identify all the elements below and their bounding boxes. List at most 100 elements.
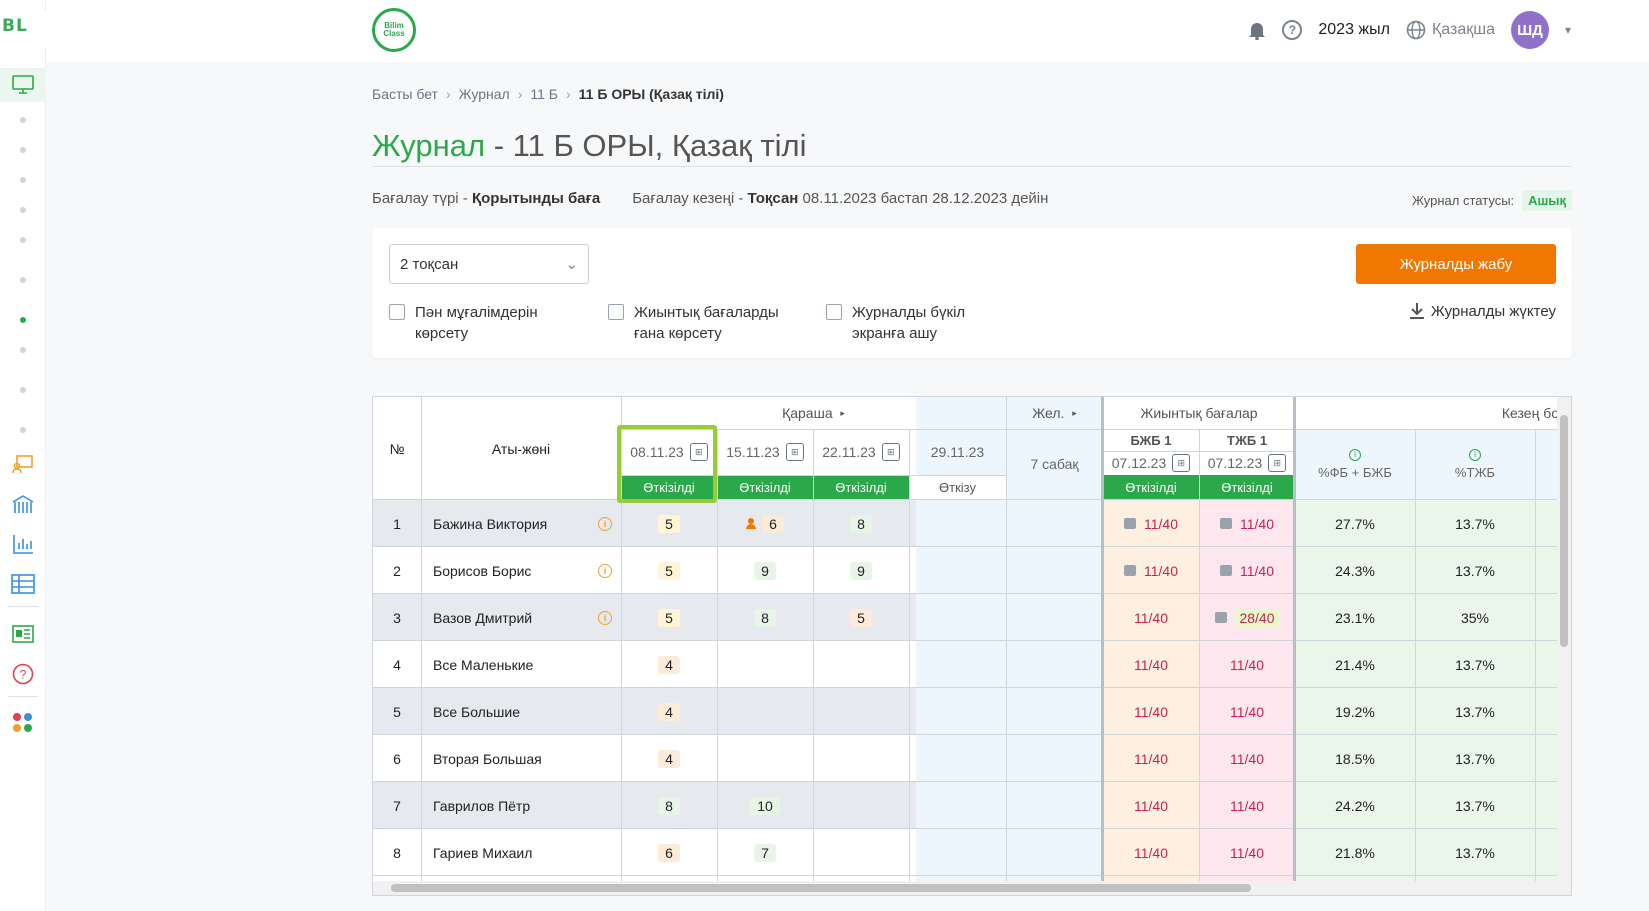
month-header-december[interactable]: Жел. ▸ [1032,405,1077,421]
sidebar-dot[interactable] [0,146,46,154]
bjb-score[interactable]: 11/40 [1103,500,1199,547]
bjb-score[interactable]: 11/40 [1134,797,1168,814]
bjb-date[interactable]: 07.12.23 ⊞ [1103,451,1199,475]
sidebar-dot[interactable] [0,386,46,394]
student-name[interactable]: Все Большие [433,703,520,720]
student-name[interactable]: Гаврилов Пётр [433,797,531,814]
pct-tjb: 13.7% [1455,515,1495,532]
journal-status: Журнал статусы: Ашық [1412,190,1572,211]
bjb-score[interactable]: 11/40 [1103,547,1199,594]
lesson-date-4[interactable]: 29.11.23 [930,444,985,460]
student-name[interactable]: Вторая Большая [433,750,542,767]
grade-cell-empty[interactable] [813,735,909,782]
sidebar-item-journal[interactable] [0,68,46,102]
fullscreen-checkbox[interactable]: Журналды бүкіл экранға ашу [826,302,965,344]
info-icon[interactable]: i [595,547,615,594]
language-selector[interactable]: Қазақша [1406,20,1495,40]
bilimclass-logo[interactable]: Bilim Class [372,8,416,52]
lesson-date-1[interactable]: 08.11.23 ⊞ [621,429,717,475]
tjb-score[interactable]: 11/40 [1230,844,1264,861]
comment-icon [1124,565,1136,576]
help-circle-icon[interactable]: ? [1282,20,1303,40]
bjb-score[interactable]: 11/40 [1134,656,1168,673]
tjb-date[interactable]: 07.12.23 ⊞ [1199,451,1295,475]
grade-cell-empty[interactable] [717,735,813,782]
grade-cell[interactable]: 8 [813,500,909,547]
student-name[interactable]: Вазов Дмитрий [433,609,533,626]
sidebar-dot[interactable] [0,206,46,214]
lesson-date-3[interactable]: 22.11.23 ⊞ [813,429,909,475]
grade-cell[interactable]: 5 [813,594,909,641]
grade-cell[interactable]: 4 [621,735,717,782]
breadcrumb-class[interactable]: 11 Б [530,86,558,102]
tjb-score[interactable]: 11/40 [1199,500,1295,547]
tjb-score[interactable]: 11/40 [1230,703,1264,720]
tjb-score[interactable]: 11/40 [1230,656,1264,673]
download-journal-button[interactable]: Журналды жүктеу [1409,302,1556,320]
grade-cell-empty[interactable] [717,688,813,735]
grade-cell-empty[interactable] [813,829,909,876]
grade-cell[interactable]: 6 [717,500,813,547]
lesson-date-2[interactable]: 15.11.23 ⊞ [717,429,813,475]
student-name[interactable]: Бажина Виктория [433,515,548,532]
grade-cell[interactable]: 8 [717,594,813,641]
grade-cell-empty[interactable] [813,782,909,829]
bjb-score[interactable]: 11/40 [1134,750,1168,767]
sidebar-dot[interactable] [0,276,46,284]
info-icon[interactable]: i [595,594,615,641]
lessons-count[interactable]: 7 сабақ [1030,456,1079,472]
sidebar-dot[interactable] [0,236,46,244]
teacher-board-icon[interactable] [0,452,46,476]
grade-cell[interactable]: 5 [621,500,717,547]
quarter-select[interactable]: 2 тоқсан ⌄ [389,244,589,284]
student-name[interactable]: Все Маленькие [433,656,534,673]
sidebar-dot[interactable] [0,116,46,124]
apps-icon[interactable] [0,710,46,736]
grade-cell[interactable]: 5 [621,594,717,641]
breadcrumb-journal[interactable]: Журнал [458,86,510,102]
grade-cell[interactable]: 4 [621,641,717,688]
chevron-down-icon[interactable]: ▾ [1564,23,1571,37]
grade-cell-empty[interactable] [813,641,909,688]
sidebar-dot[interactable] [0,176,46,184]
help-icon[interactable]: ? [0,662,46,686]
tjb-score[interactable]: 28/40 [1199,594,1295,641]
breadcrumb-home[interactable]: Басты бет [372,86,438,102]
tjb-score[interactable]: 11/40 [1230,797,1264,814]
table-icon[interactable] [0,572,46,596]
close-journal-button[interactable]: Журналды жабу [1356,244,1556,284]
show-summative-checkbox[interactable]: Жиынтық бағаларды ғана көрсету [608,302,779,344]
year-selector[interactable]: 2023 жыл [1318,21,1390,38]
bell-icon[interactable] [1248,20,1266,40]
horizontal-scrollbar[interactable] [373,881,1571,895]
chart-icon[interactable] [0,532,46,556]
sidebar-dot[interactable] [0,426,46,434]
grade-cell[interactable]: 9 [813,547,909,594]
bjb-score[interactable]: 11/40 [1134,844,1168,861]
grade-cell[interactable]: 9 [717,547,813,594]
grade-cell[interactable]: 7 [717,829,813,876]
sidebar-dot[interactable] [0,346,46,354]
grade-cell[interactable]: 10 [717,782,813,829]
avatar[interactable]: ШД [1510,11,1549,49]
calendar-icon: ⊞ [785,443,804,461]
school-icon[interactable] [0,492,46,516]
tjb-score[interactable]: 11/40 [1199,547,1295,594]
vertical-scrollbar[interactable] [1557,397,1571,883]
student-name[interactable]: Борисов Борис [433,562,532,579]
grade-cell[interactable]: 4 [621,688,717,735]
tjb-score[interactable]: 11/40 [1230,750,1264,767]
show-teachers-checkbox[interactable]: Пән мұғалімдерін көрсету [389,302,538,344]
grade-cell-empty[interactable] [717,641,813,688]
info-icon[interactable]: i [595,500,615,547]
month-header-november[interactable]: Қараша ▸ [782,405,845,421]
bjb-score[interactable]: 11/40 [1134,609,1168,626]
grade-cell-empty[interactable] [813,688,909,735]
grade-cell[interactable]: 5 [621,547,717,594]
grade-cell[interactable]: 8 [621,782,717,829]
bjb-score[interactable]: 11/40 [1134,703,1168,720]
student-name[interactable]: Гариев Михаил [433,844,533,861]
news-icon[interactable] [0,622,46,646]
sidebar-dot-active[interactable] [0,316,46,324]
grade-cell[interactable]: 6 [621,829,717,876]
